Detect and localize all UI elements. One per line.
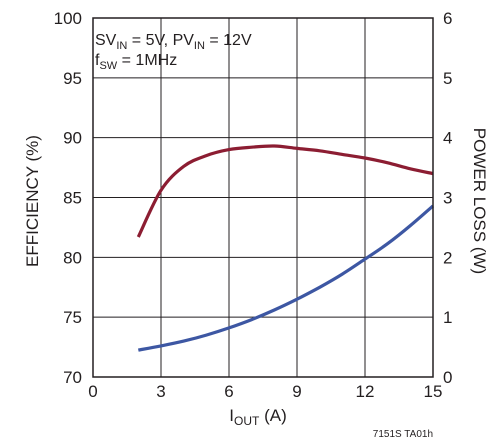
y-right-tick-label: 5 — [443, 69, 452, 88]
y-right-tick-label: 4 — [443, 129, 452, 148]
y-right-tick-label: 0 — [443, 368, 452, 387]
x-axis-title: IOUT (A) — [229, 406, 286, 428]
annotation-supply: SVIN = 5V, PVIN = 12V — [95, 32, 252, 52]
y-left-tick-label: 75 — [63, 308, 82, 327]
y-right-tick-label: 3 — [443, 189, 452, 208]
y-left-tick-label: 90 — [63, 129, 82, 148]
x-tick-label: 15 — [424, 382, 443, 401]
y-left-tick-label: 85 — [63, 189, 82, 208]
x-tick-label: 12 — [356, 382, 375, 401]
y-axis-title-left: EFFICIENCY (%) — [23, 135, 42, 267]
series-group — [136, 144, 435, 352]
y-right-tick-label: 2 — [443, 248, 452, 267]
power-loss-series-line — [138, 204, 435, 352]
y-left-tick-label: 95 — [63, 69, 82, 88]
y-left-tick-label: 100 — [54, 9, 82, 28]
y-right-tick-label: 1 — [443, 308, 452, 327]
x-tick-label: 9 — [292, 382, 301, 401]
x-tick-label: 3 — [156, 382, 165, 401]
y-left-tick-label: 80 — [63, 248, 82, 267]
y-axis-title-right: POWER LOSS (W) — [470, 128, 489, 274]
plot-frame — [92, 17, 434, 378]
figure-id: 7151S TA01h — [373, 429, 433, 440]
grid — [93, 18, 433, 377]
x-tick-label: 6 — [224, 382, 233, 401]
y-left-tick-label: 70 — [63, 368, 82, 387]
y-right-tick-label: 6 — [443, 9, 452, 28]
x-tick-label: 0 — [88, 382, 97, 401]
annotation-frequency: fSW = 1MHz — [95, 52, 177, 72]
efficiency-series-line — [136, 144, 434, 238]
